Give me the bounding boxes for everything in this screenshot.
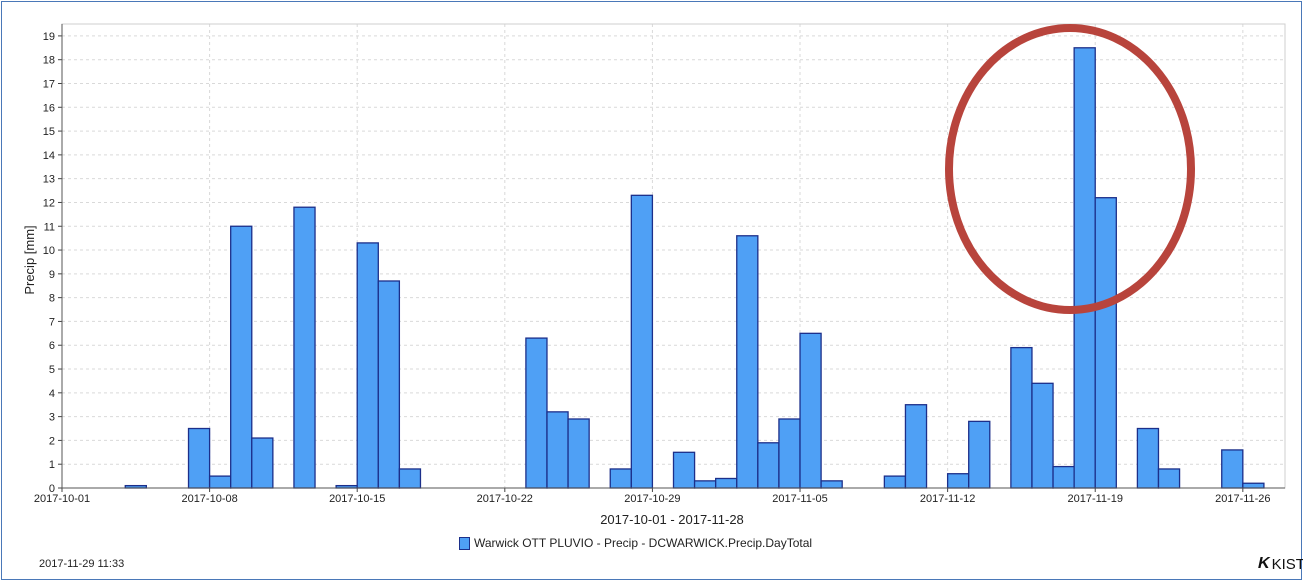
x-tick-label: 2017-11-19 xyxy=(1067,493,1122,505)
y-tick-label: 0 xyxy=(49,483,55,495)
x-tick-label: 2017-10-01 xyxy=(34,493,90,505)
y-tick-label: 16 xyxy=(43,102,55,114)
y-tick-label: 17 xyxy=(43,78,55,90)
y-tick-label: 18 xyxy=(43,55,55,67)
bar-day-56 xyxy=(1242,482,1265,489)
bar-day-6 xyxy=(187,427,211,489)
bar-day-40 xyxy=(904,404,928,489)
bar-day-9 xyxy=(251,437,274,489)
bar-day-8 xyxy=(230,225,253,489)
kisters-logo: K KIST xyxy=(1256,555,1303,573)
bar-day-7 xyxy=(208,475,232,489)
bars-layer xyxy=(124,47,1265,489)
x-tick-label: 2017-10-15 xyxy=(329,493,385,505)
bar-day-33 xyxy=(757,442,780,489)
bar-day-51 xyxy=(1136,427,1160,489)
bar-day-27 xyxy=(630,194,654,489)
bar-day-43 xyxy=(968,420,991,489)
timestamp: 2017-11-29 11:33 xyxy=(39,558,125,570)
y-tick-label: 6 xyxy=(49,340,55,352)
logo-text: KIST xyxy=(1271,555,1303,573)
y-tick-label: 1 xyxy=(49,459,55,471)
x-axis-title: 2017-10-01 - 2017-11-28 xyxy=(600,512,744,527)
bar-day-34 xyxy=(778,418,801,489)
x-tick-label: 2017-11-05 xyxy=(772,493,827,505)
bar-day-55 xyxy=(1221,449,1244,489)
legend-label: Warwick OTT PLUVIO - Precip - DCWARWICK.… xyxy=(474,536,813,550)
bar-day-26 xyxy=(609,468,632,489)
legend-swatch xyxy=(459,536,470,550)
y-tick-label: 5 xyxy=(49,364,55,376)
bar-day-23 xyxy=(546,411,569,489)
bar-day-46 xyxy=(1031,382,1054,489)
y-tick-label: 15 xyxy=(43,126,55,138)
y-tick-label: 19 xyxy=(43,31,55,43)
bar-day-15 xyxy=(377,280,401,489)
logo-mark-icon: K xyxy=(1256,555,1272,572)
x-tick-label: 2017-10-22 xyxy=(477,493,533,505)
y-tick-label: 13 xyxy=(43,174,55,186)
bar-day-24 xyxy=(567,418,590,489)
bar-day-39 xyxy=(883,475,907,489)
x-tick-labels: 2017-10-01 2017-10-08 2017-10-15 2017-10-22… xyxy=(34,493,1271,505)
bar-day-31 xyxy=(715,477,738,489)
y-axis-title: Precip [mm] xyxy=(22,225,37,294)
axes-layer xyxy=(58,23,1286,492)
bar-day-52 xyxy=(1157,468,1181,489)
y-tick-label: 10 xyxy=(43,245,55,257)
bar-day-49 xyxy=(1094,197,1117,489)
bar-day-42 xyxy=(946,473,970,489)
highlight-ellipse xyxy=(945,24,1195,314)
bar-day-36 xyxy=(820,480,843,489)
bar-day-48 xyxy=(1073,47,1096,489)
y-tick-label: 12 xyxy=(43,197,55,209)
bar-day-16 xyxy=(398,468,422,489)
y-tick-label: 4 xyxy=(49,388,55,400)
y-tick-label: 14 xyxy=(43,150,55,162)
bar-day-11 xyxy=(293,206,316,489)
y-tick-label: 9 xyxy=(49,269,55,281)
y-tick-label: 7 xyxy=(49,316,55,328)
x-tick-label: 2017-10-08 xyxy=(181,493,237,505)
legend: Warwick OTT PLUVIO - Precip - DCWARWICK.… xyxy=(459,536,812,550)
x-tick-label: 2017-10-29 xyxy=(624,493,680,505)
x-tick-label: 2017-11-26 xyxy=(1215,493,1270,505)
y-tick-label: 8 xyxy=(49,293,55,305)
bar-day-30 xyxy=(693,480,717,489)
bar-day-14 xyxy=(356,242,379,489)
bar-day-29 xyxy=(672,451,696,489)
bar-day-47 xyxy=(1052,465,1075,489)
bar-day-22 xyxy=(525,337,548,489)
y-tick-label: 11 xyxy=(44,221,55,233)
bar-day-45 xyxy=(1010,346,1033,489)
y-tick-label: 3 xyxy=(49,412,55,424)
x-tick-label: 2017-11-12 xyxy=(920,493,975,505)
bar-day-35 xyxy=(799,332,822,489)
y-tick-label: 2 xyxy=(49,435,55,447)
bar-day-32 xyxy=(736,235,759,489)
